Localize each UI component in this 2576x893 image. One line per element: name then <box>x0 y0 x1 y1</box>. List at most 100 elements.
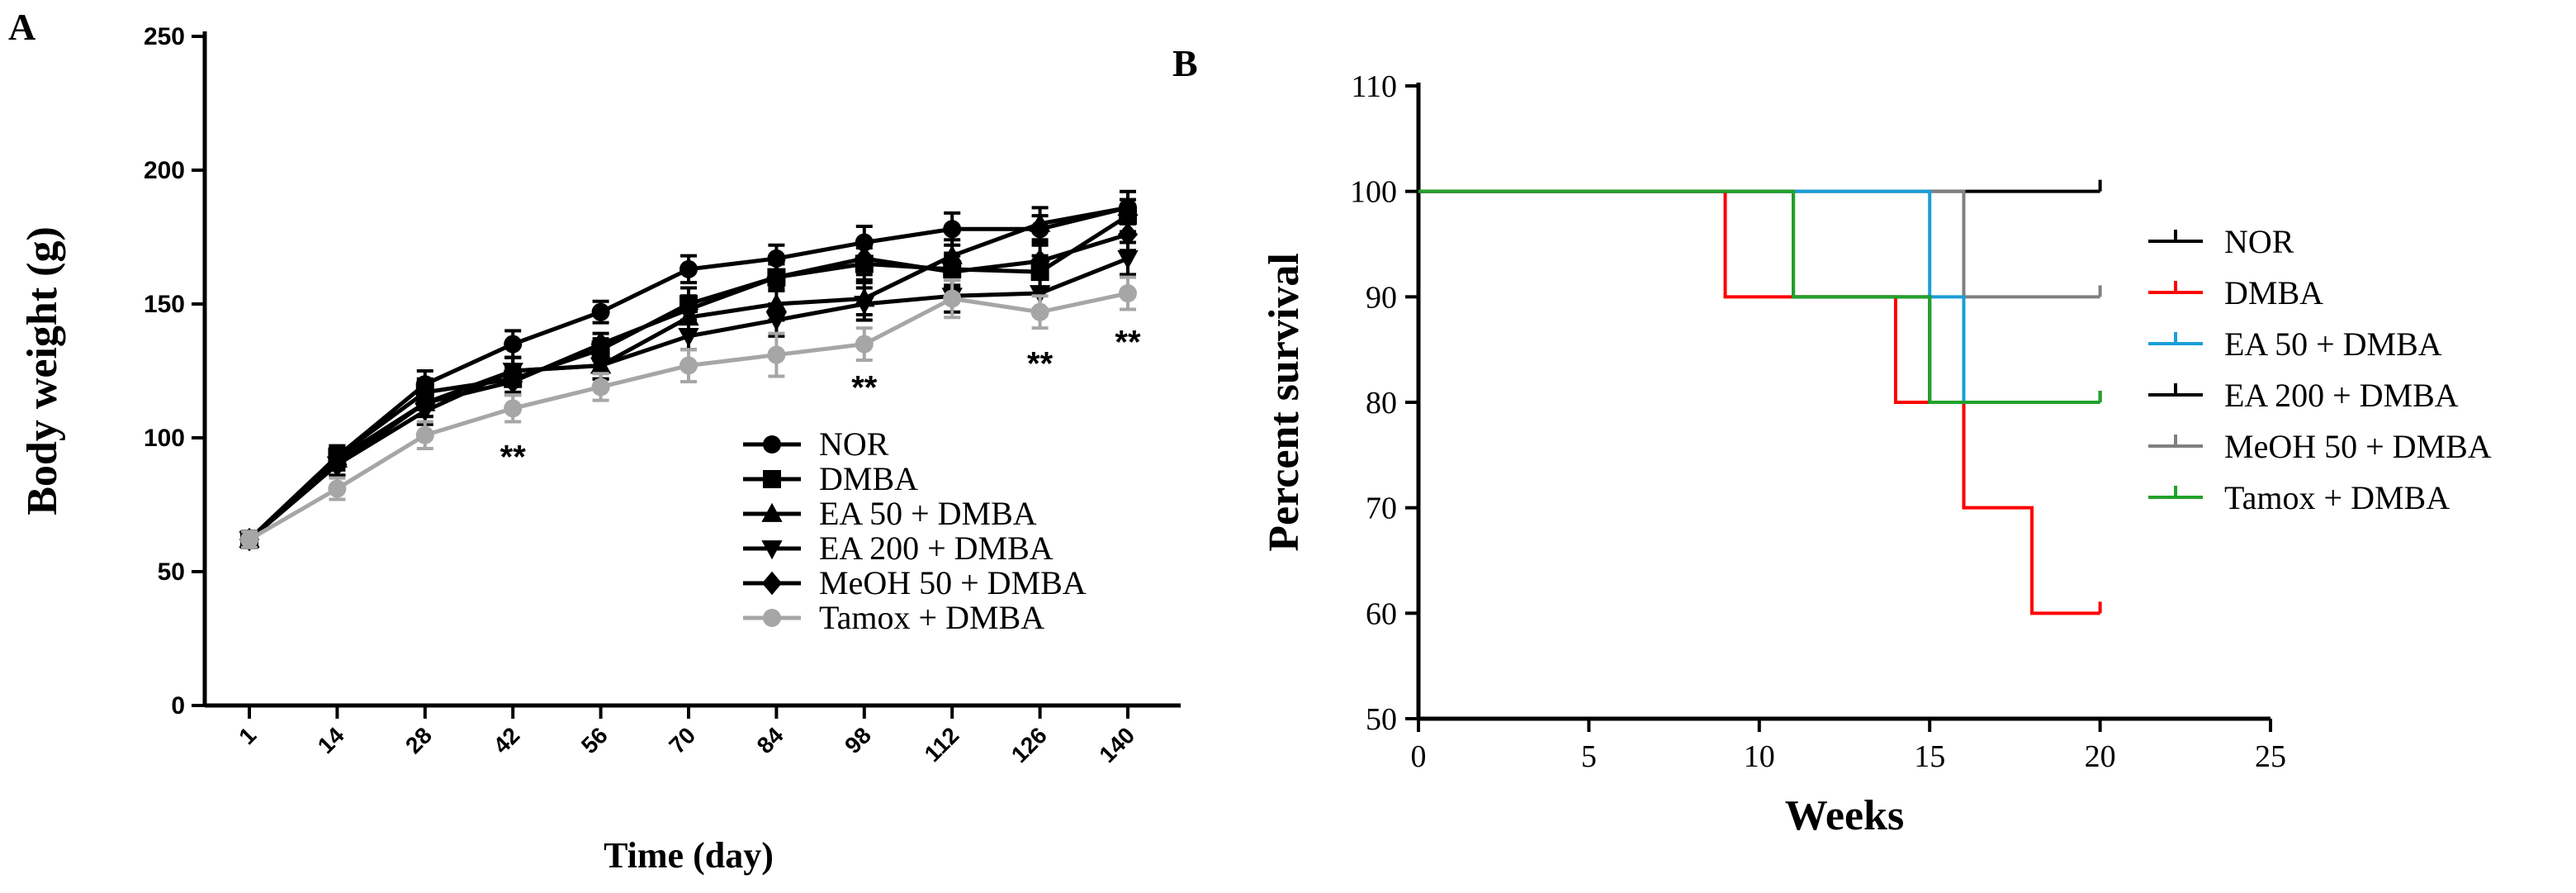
panel-b-y-tick-label: 110 <box>1351 69 1397 104</box>
series-tamox-dmba <box>1418 189 2102 404</box>
legend-label-ea-200-dmba: EA 200 + DMBA <box>2224 377 2459 414</box>
data-point-tamox-dmba <box>504 399 523 418</box>
legend-label-ea-200-dmba: EA 200 + DMBA <box>819 530 1054 567</box>
data-point-nor <box>504 335 523 354</box>
data-point-meoh-50-dmba <box>1117 222 1139 247</box>
panel-b-y-tick-label: 100 <box>1350 175 1397 210</box>
panel-b-y-axis-label: Percent survival <box>1261 253 1308 552</box>
series-meoh-50-dmba <box>1418 189 2102 299</box>
survival-curve-meoh-50-dmba <box>1418 189 2100 299</box>
series-nor <box>1418 179 2102 193</box>
panel-b-x-tick-label: 25 <box>2255 739 2286 774</box>
data-point-meoh-50-dmba <box>590 332 611 356</box>
panel-b-y-tick-label: 50 <box>1366 702 1397 737</box>
data-point-meoh-50-dmba <box>766 265 787 289</box>
legend-marker-dmba <box>763 470 781 488</box>
data-point-meoh-50-dmba <box>327 453 348 477</box>
panel-a-x-tick-label: 84 <box>752 722 788 758</box>
panel-a-x-tick-label: 42 <box>488 722 524 758</box>
legend-label-meoh-50-dmba: MeOH 50 + DMBA <box>819 564 1087 601</box>
panel-a-x-axis-label: Time (day) <box>604 835 774 876</box>
legend-label-dmba: DMBA <box>2224 274 2323 311</box>
panel-a-y-tick-label: 250 <box>144 23 185 50</box>
panel-a-y-axis-label: Body weight (g) <box>19 226 66 515</box>
panel-b-y-tick-label: 60 <box>1366 596 1397 631</box>
legend-marker-ea-50-dmba <box>761 502 783 522</box>
panel-b-x-axis-label: Weeks <box>1785 792 1904 839</box>
data-point-meoh-50-dmba <box>414 391 435 416</box>
data-point-nor <box>591 302 610 321</box>
legend-label-nor: NOR <box>819 425 889 463</box>
survival-curve-tamox-dmba <box>1418 189 2100 404</box>
data-point-nor <box>943 220 962 239</box>
legend-label-ea-50-dmba: EA 50 + DMBA <box>819 495 1037 532</box>
panel-a-axes: 0 50 100 150 200 250 1 14 28 42 56 70 84 98 112 126 140 <box>144 23 1181 767</box>
panel-b-axes: 50 60 70 80 90 100 110 0 5 10 15 20 25 <box>1350 69 2286 774</box>
significance-marker: ** <box>851 369 878 406</box>
significance-marker: ** <box>500 439 527 476</box>
data-point-ea-200-dmba <box>590 357 612 377</box>
data-point-tamox-dmba <box>240 530 258 549</box>
panel-b-y-tick-label: 70 <box>1366 492 1397 526</box>
series-tamox-dmba <box>240 275 1137 549</box>
panel-a-y-tick-label: 0 <box>171 692 185 720</box>
data-point-ea-200-dmba <box>765 311 788 331</box>
legend-label-meoh-50-dmba: MeOH 50 + DMBA <box>2224 428 2492 465</box>
panel-b-x-tick-label: 10 <box>1744 739 1775 774</box>
data-point-ea-50-dmba <box>1117 197 1139 216</box>
significance-marker: ** <box>1027 345 1054 382</box>
panel-a-x-tick-label: 112 <box>920 722 964 767</box>
data-point-ea-200-dmba <box>854 296 875 316</box>
panel-a-x-tick-label: 98 <box>840 722 876 758</box>
legend-label-tamox-dmba: Tamox + DMBA <box>2224 479 2450 516</box>
data-point-meoh-50-dmba <box>678 297 699 321</box>
panel-b-x-tick-label: 20 <box>2085 739 2116 774</box>
panel-a-y-tick-label: 100 <box>144 425 185 452</box>
data-point-meoh-50-dmba <box>942 259 963 284</box>
data-point-tamox-dmba <box>1119 284 1137 303</box>
data-point-tamox-dmba <box>943 289 962 308</box>
data-point-ea-200-dmba <box>1117 250 1139 270</box>
panel-a-y-tick-label: 150 <box>144 291 185 318</box>
data-point-tamox-dmba <box>1030 302 1049 321</box>
data-point-ea-50-dmba <box>1029 212 1051 232</box>
legend-marker-tamox-dmba <box>763 609 781 627</box>
data-point-ea-200-dmba <box>678 327 699 348</box>
panel-b-x-tick-label: 0 <box>1411 739 1427 774</box>
panel-a-y-tick-label: 50 <box>158 558 185 586</box>
data-point-tamox-dmba <box>415 425 434 444</box>
data-point-tamox-dmba <box>680 356 698 375</box>
panel-a-x-tick-label: 1 <box>234 722 261 749</box>
panel-a-x-tick-label: 56 <box>576 722 613 758</box>
panel-a-x-tick-label: 126 <box>1006 722 1052 767</box>
data-point-meoh-50-dmba <box>854 246 874 271</box>
panel-a-y-tick-label: 200 <box>144 157 185 184</box>
data-point-meoh-50-dmba <box>503 369 523 394</box>
panel-a-x-tick-label: 70 <box>664 722 700 758</box>
legend-marker-nor <box>763 435 781 454</box>
panel-b-x-tick-label: 15 <box>1914 739 1945 774</box>
legend-label-tamox-dmba: Tamox + DMBA <box>819 599 1044 636</box>
significance-marker: ** <box>1115 324 1141 360</box>
legend-marker-ea-200-dmba <box>761 540 783 560</box>
data-point-tamox-dmba <box>767 345 786 364</box>
legend-label-ea-50-dmba: EA 50 + DMBA <box>2224 325 2442 363</box>
panel-b-chart: 50 60 70 80 90 100 110 0 5 10 15 20 25 NOR DMBA EA 50 … <box>1261 69 2492 839</box>
legend-label-nor: NOR <box>2224 223 2294 260</box>
panel-b-x-tick-label: 5 <box>1581 739 1597 774</box>
panel-b-legend: NOR DMBA EA 50 + DMBA EA 200 + DMBA MeOH 50 … <box>2148 223 2492 516</box>
data-point-nor <box>680 259 698 278</box>
data-point-tamox-dmba <box>855 335 874 354</box>
panel-b-label: B <box>1172 42 1198 84</box>
panel-b-y-tick-label: 90 <box>1366 280 1397 315</box>
panel-a-x-tick-label: 14 <box>313 722 349 758</box>
data-point-tamox-dmba <box>328 479 347 498</box>
panel-a-x-tick-label: 28 <box>400 722 437 758</box>
legend-marker-meoh-50-dmba <box>761 571 783 596</box>
panel-b-y-tick-label: 80 <box>1366 386 1397 420</box>
panel-a-label: A <box>8 6 36 48</box>
legend-label-dmba: DMBA <box>819 460 918 497</box>
